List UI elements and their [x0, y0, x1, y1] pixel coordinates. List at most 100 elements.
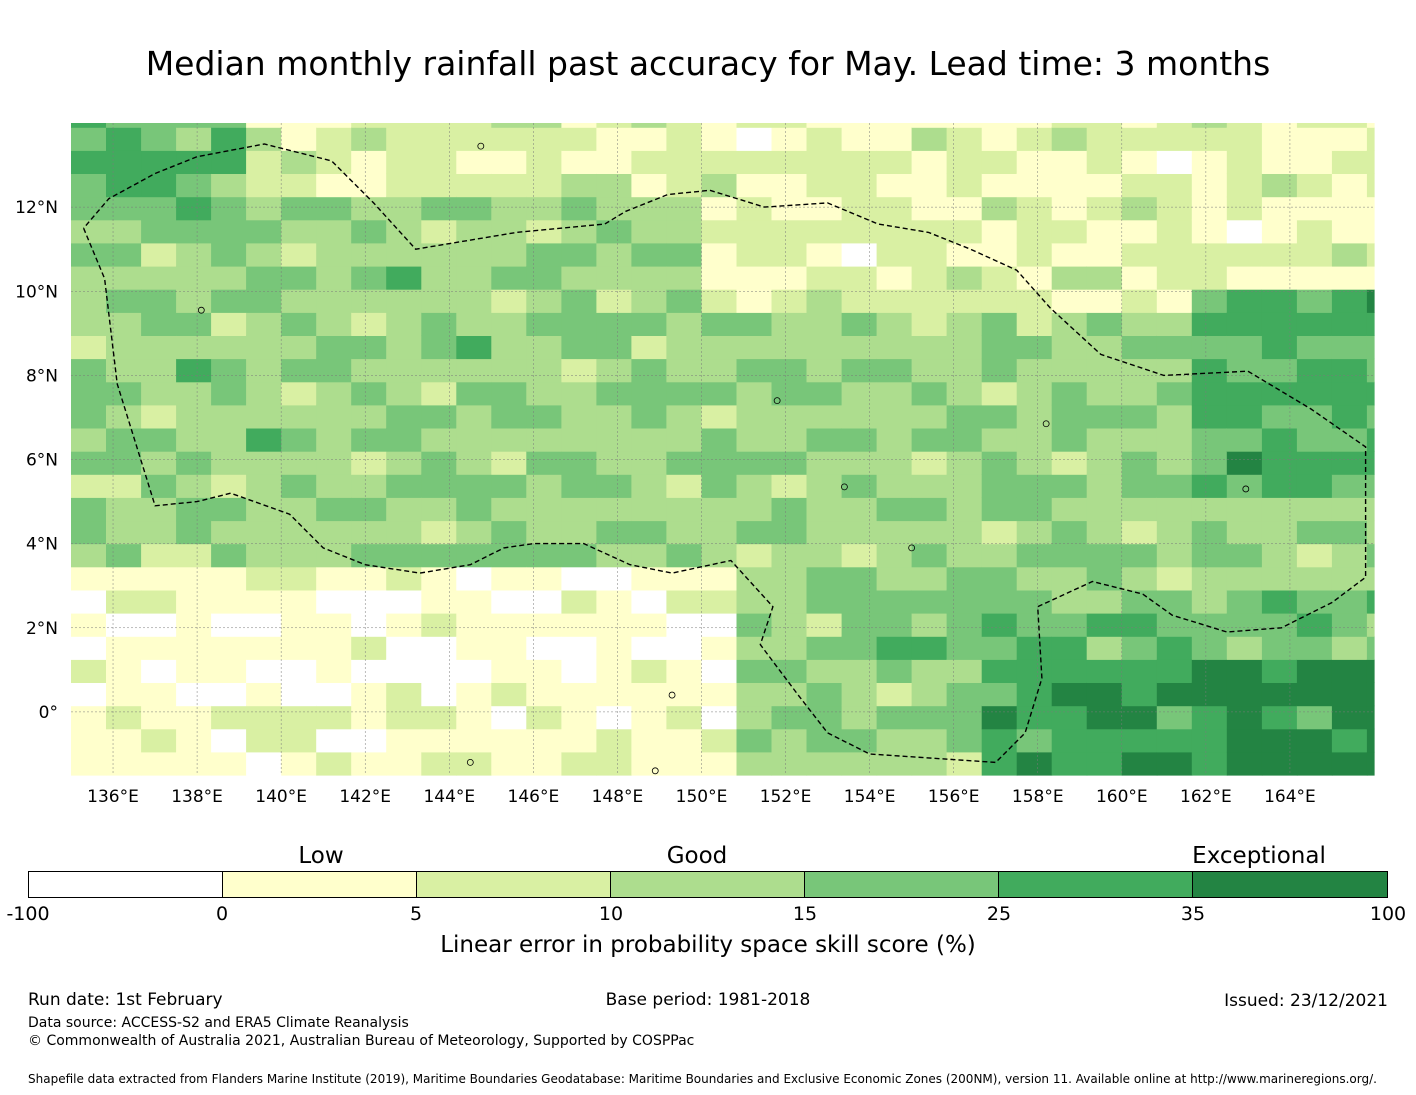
skill-cell — [351, 404, 387, 429]
skill-cell — [841, 728, 878, 753]
skill-cell — [1261, 682, 1298, 707]
skill-cell — [981, 219, 1018, 244]
skill-cell — [1016, 497, 1053, 522]
skill-cell — [316, 613, 352, 637]
skill-cell — [841, 682, 878, 707]
skill-cell — [1331, 728, 1368, 753]
skill-cell — [281, 589, 317, 614]
skill-cell — [71, 266, 107, 290]
island-outline — [840, 483, 848, 491]
skill-cell — [981, 497, 1018, 522]
skill-cell — [421, 705, 457, 730]
skill-cell — [911, 289, 948, 313]
skill-cell — [1156, 520, 1193, 545]
skill-cell — [841, 196, 878, 221]
skill-cell — [421, 381, 457, 406]
skill-cell — [771, 123, 808, 128]
skill-cell — [666, 705, 702, 730]
skill-cell — [561, 451, 597, 475]
skill-cell — [246, 751, 282, 776]
skill-cell — [596, 289, 632, 313]
skill-cell — [421, 358, 457, 383]
skill-cell — [281, 474, 317, 498]
skill-cell — [666, 636, 702, 660]
skill-cell — [281, 196, 317, 221]
skill-cell — [1016, 428, 1053, 452]
skill-cell — [631, 497, 667, 522]
skill-cell — [981, 751, 1018, 776]
skill-cell — [1121, 381, 1158, 406]
skill-cell — [666, 173, 702, 198]
skill-cell — [1016, 451, 1053, 475]
skill-cell — [701, 589, 738, 614]
x-tick-label: 138°E — [171, 787, 223, 807]
skill-cell — [456, 751, 492, 776]
skill-cell — [281, 659, 317, 683]
skill-cell — [981, 123, 1018, 128]
skill-cell — [281, 289, 317, 313]
skill-cell — [876, 728, 913, 753]
skill-cell — [211, 613, 247, 637]
skill-cell — [1016, 150, 1053, 174]
skill-cell — [1296, 196, 1333, 221]
skill-cell — [491, 682, 527, 707]
skill-cell — [1051, 589, 1088, 614]
skill-cell — [1086, 474, 1123, 498]
map-title: Median monthly rainfall past accuracy fo… — [145, 44, 1271, 83]
skill-cell — [106, 520, 142, 545]
skill-cell — [1366, 127, 1375, 151]
skill-cell — [141, 613, 177, 637]
skill-cell — [106, 358, 142, 383]
skill-cell — [701, 451, 738, 475]
skill-cell — [1331, 196, 1368, 221]
skill-cell — [1331, 173, 1368, 198]
skill-cell — [351, 566, 387, 591]
skill-cell — [456, 682, 492, 707]
skill-cell — [526, 127, 562, 151]
skill-cell — [456, 520, 492, 545]
skill-cell — [176, 451, 212, 475]
skill-cell — [106, 589, 142, 614]
skill-cell — [631, 428, 667, 452]
skill-cell — [841, 520, 878, 545]
skill-cell — [1296, 566, 1333, 591]
skill-cell — [876, 150, 913, 174]
skill-cell — [806, 428, 843, 452]
skill-cell — [281, 123, 317, 128]
skill-cell — [526, 659, 562, 683]
skill-cell — [386, 219, 422, 244]
skill-cell — [666, 751, 702, 776]
skill-cell — [736, 589, 773, 614]
skill-cell — [71, 474, 107, 498]
skill-cell — [1261, 196, 1298, 221]
skill-cell — [141, 474, 177, 498]
skill-cell — [701, 659, 738, 683]
skill-cell — [1191, 242, 1228, 267]
skill-cell — [981, 404, 1018, 429]
skill-cell — [1296, 751, 1333, 776]
skill-cell — [386, 636, 422, 660]
skill-cell — [421, 728, 457, 753]
skill-cell — [246, 242, 282, 267]
skill-cell — [1366, 474, 1375, 498]
skill-cell — [771, 497, 808, 522]
skill-cell — [806, 659, 843, 683]
skill-cell — [246, 451, 282, 475]
colorbar-bin — [999, 872, 1193, 897]
skill-cell — [281, 451, 317, 475]
skill-cell — [211, 589, 247, 614]
skill-cell — [806, 289, 843, 313]
skill-cell — [631, 543, 667, 568]
skill-cell — [1296, 127, 1333, 151]
skill-cell — [841, 150, 878, 174]
skill-cell — [386, 289, 422, 313]
skill-cell — [1261, 589, 1298, 614]
skill-cell — [351, 289, 387, 313]
skill-cell — [561, 242, 597, 267]
skill-cell — [771, 266, 808, 290]
skill-cell — [701, 312, 738, 336]
skill-cell — [1051, 150, 1088, 174]
skill-cell — [281, 127, 317, 151]
skill-cell — [596, 335, 632, 360]
skill-cell — [1331, 705, 1368, 730]
